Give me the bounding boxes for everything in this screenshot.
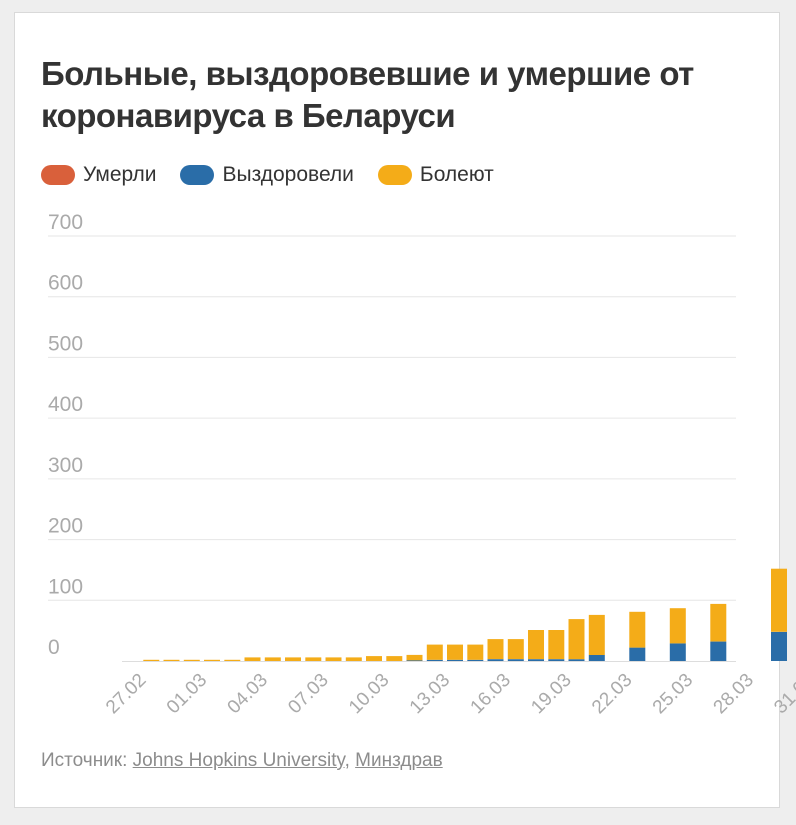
x-tick-label: 01.03 (163, 670, 211, 718)
x-tick-label: 31.03 (770, 670, 796, 718)
bar-sick-28.02 (143, 659, 160, 661)
x-tick-label: 28.03 (710, 670, 758, 718)
y-tick-label: 300 (48, 454, 83, 477)
bar-recovered-30.03 (771, 631, 787, 661)
bar-recovered-23.03 (629, 647, 646, 661)
legend-swatch-recovered (180, 165, 215, 185)
x-tick-label: 10.03 (345, 670, 393, 718)
x-tick-label: 22.03 (588, 670, 636, 718)
x-tick-label: 07.03 (284, 670, 332, 718)
bars (143, 568, 787, 661)
bar-sick-04.03 (244, 657, 261, 661)
x-tick-label: 27.02 (102, 670, 150, 718)
bar-sick-23.03 (629, 611, 646, 648)
bar-recovered-21.03 (588, 654, 605, 661)
bar-sick-25.03 (669, 608, 686, 644)
bar-recovered-15.03 (467, 659, 484, 661)
legend-label-recovered: Выздоровели (222, 163, 354, 186)
bar-sick-15.03 (467, 644, 484, 660)
bar-sick-17.03 (507, 639, 524, 660)
bar-sick-09.03 (345, 657, 362, 661)
bar-recovered-25.03 (669, 643, 686, 661)
bar-recovered-17.03 (507, 659, 524, 661)
y-tick-label: 600 (48, 272, 83, 295)
x-tick-label: 16.03 (467, 670, 515, 718)
bar-recovered-14.03 (447, 659, 463, 661)
x-tick-labels: 27.02 01.03 04.03 07.03 10.03 13.03 16.03 19.03… (102, 670, 796, 718)
bar-sick-16.03 (487, 639, 504, 660)
bar-sick-11.03 (386, 656, 403, 661)
legend-label-sick: Болеют (419, 163, 494, 186)
y-tick-label: 100 (48, 575, 83, 598)
bar-sick-01.03 (183, 659, 200, 661)
bar-sick-19.03 (548, 630, 565, 660)
bar-sick-29.02 (163, 659, 180, 661)
bar-recovered-13.03 (426, 659, 443, 661)
bar-sick-13.03 (426, 644, 443, 660)
bar-sick-07.03 (305, 657, 322, 661)
legend-swatch-sick (377, 165, 412, 185)
chart-card: Больные, выздоровевшие и умершие от коро… (14, 12, 780, 808)
legend-swatch-died (41, 165, 75, 185)
chart-title: Больные, выздоровевшие и умершие от коро… (41, 55, 694, 134)
x-tick-label: 13.03 (406, 670, 454, 718)
source-label: Источник: (41, 750, 128, 771)
legend: Умерли Выздоровели Болеют (41, 163, 518, 187)
bar-sick-30.03 (771, 568, 787, 632)
legend-item-recovered: Выздоровели (180, 163, 354, 187)
bar-sick-14.03 (447, 644, 463, 660)
bar-sick-05.03 (264, 657, 281, 661)
bar-recovered-19.03 (548, 659, 565, 661)
bar-sick-12.03 (406, 654, 423, 661)
x-tick-label: 19.03 (527, 670, 575, 718)
bar-sick-21.03 (588, 614, 605, 655)
legend-item-sick: Болеют (377, 163, 494, 187)
bar-sick-20.03 (568, 619, 585, 660)
y-tick-label: 700 (48, 211, 83, 234)
y-tick-label: 0 (48, 636, 60, 659)
bar-recovered-16.03 (487, 659, 504, 661)
grid-lines (48, 235, 736, 662)
y-tick-label: 500 (48, 332, 83, 355)
y-tick-labels: 0 100 200 300 400 500 600 700 (48, 211, 83, 659)
legend-item-died: Умерли (41, 163, 156, 187)
bar-sick-18.03 (528, 630, 544, 660)
x-tick-label: 04.03 (224, 670, 272, 718)
y-tick-label: 200 (48, 515, 83, 538)
source-link-jhu[interactable]: Johns Hopkins University (132, 750, 345, 771)
x-tick-label: 25.03 (649, 670, 697, 718)
bar-recovered-27.03 (710, 641, 727, 661)
bar-recovered-20.03 (568, 659, 585, 661)
source-separator: , (344, 750, 350, 771)
bar-sick-02.03 (204, 659, 220, 661)
bar-sick-27.03 (710, 603, 727, 642)
legend-label-died: Умерли (83, 163, 157, 186)
source-link-minzdrav[interactable]: Минздрав (355, 750, 443, 771)
bar-sick-03.03 (224, 659, 241, 661)
y-tick-label: 400 (48, 393, 83, 416)
bar-sick-08.03 (325, 657, 342, 661)
bar-sick-10.03 (366, 656, 382, 661)
bar-recovered-18.03 (528, 659, 544, 661)
source-note: Источник: Johns Hopkins University, Минз… (41, 750, 443, 772)
bar-sick-06.03 (285, 657, 301, 661)
